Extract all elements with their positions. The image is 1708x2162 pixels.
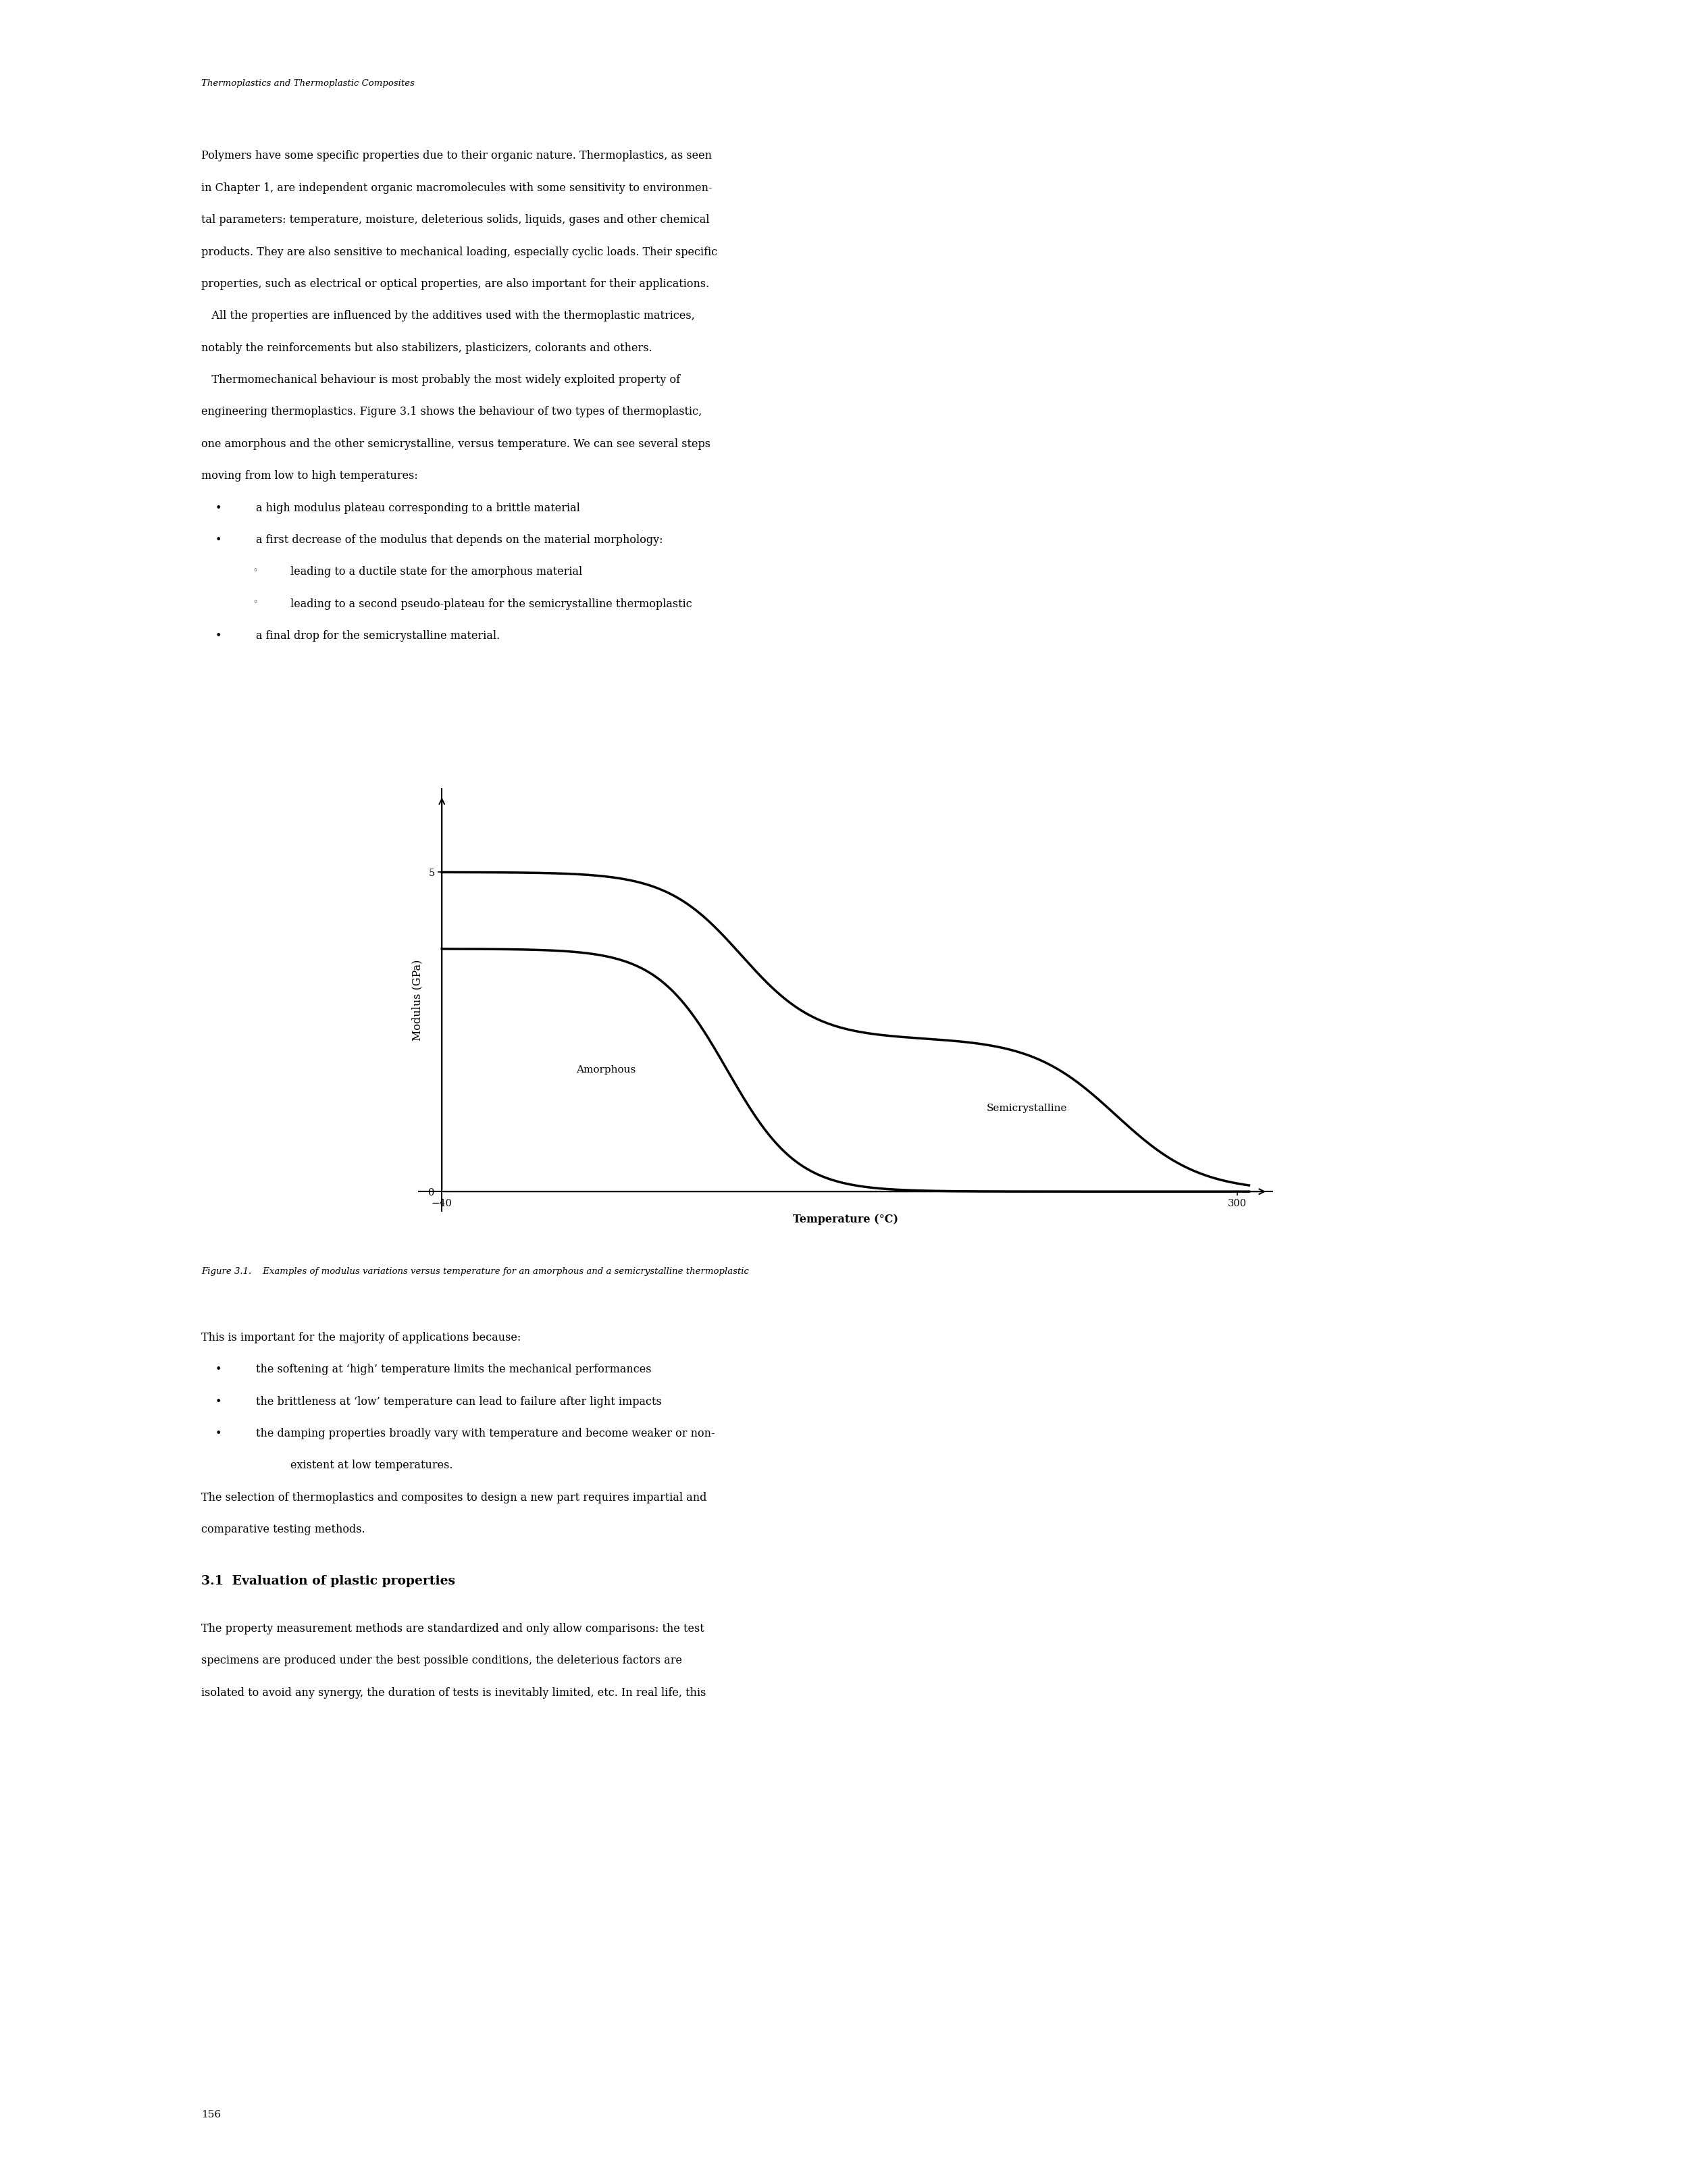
Text: a high modulus plateau corresponding to a brittle material: a high modulus plateau corresponding to … [256, 502, 581, 515]
Y-axis label: Modulus (GPa): Modulus (GPa) [412, 960, 424, 1040]
X-axis label: Temperature (°C): Temperature (°C) [793, 1213, 898, 1226]
Text: leading to a ductile state for the amorphous material: leading to a ductile state for the amorp… [290, 566, 582, 577]
Text: tal parameters: temperature, moisture, deleterious solids, liquids, gases and ot: tal parameters: temperature, moisture, d… [202, 214, 711, 225]
Text: Figure 3.1.    Examples of modulus variations versus temperature for an amorphou: Figure 3.1. Examples of modulus variatio… [202, 1267, 750, 1276]
Text: The property measurement methods are standardized and only allow comparisons: th: The property measurement methods are sta… [202, 1624, 704, 1634]
Text: •: • [215, 1364, 222, 1375]
Text: Thermomechanical behaviour is most probably the most widely exploited property o: Thermomechanical behaviour is most proba… [202, 374, 680, 385]
Text: engineering thermoplastics. Figure 3.1 shows the behaviour of two types of therm: engineering thermoplastics. Figure 3.1 s… [202, 406, 702, 417]
Text: products. They are also sensitive to mechanical loading, especially cyclic loads: products. They are also sensitive to mec… [202, 246, 717, 257]
Text: ◦: ◦ [253, 599, 258, 608]
Text: in Chapter 1, are independent organic macromolecules with some sensitivity to en: in Chapter 1, are independent organic ma… [202, 182, 712, 195]
Text: one amorphous and the other semicrystalline, versus temperature. We can see seve: one amorphous and the other semicrystall… [202, 439, 711, 450]
Text: All the properties are influenced by the additives used with the thermoplastic m: All the properties are influenced by the… [202, 311, 695, 322]
Text: •: • [215, 1397, 222, 1407]
Text: •: • [215, 534, 222, 545]
Text: the damping properties broadly vary with temperature and become weaker or non-: the damping properties broadly vary with… [256, 1427, 716, 1440]
Text: Amorphous: Amorphous [576, 1066, 635, 1075]
Text: 3.1  Evaluation of plastic properties: 3.1 Evaluation of plastic properties [202, 1574, 456, 1587]
Text: •: • [215, 631, 222, 642]
Text: the brittleness at ‘low’ temperature can lead to failure after light impacts: the brittleness at ‘low’ temperature can… [256, 1397, 663, 1407]
Text: This is important for the majority of applications because:: This is important for the majority of ap… [202, 1332, 521, 1343]
Text: specimens are produced under the best possible conditions, the deleterious facto: specimens are produced under the best po… [202, 1654, 683, 1667]
Text: isolated to avoid any synergy, the duration of tests is inevitably limited, etc.: isolated to avoid any synergy, the durat… [202, 1686, 707, 1699]
Text: leading to a second pseudo-plateau for the semicrystalline thermoplastic: leading to a second pseudo-plateau for t… [290, 599, 692, 610]
Text: ◦: ◦ [253, 566, 258, 575]
Text: 156: 156 [202, 2110, 222, 2119]
Text: existent at low temperatures.: existent at low temperatures. [290, 1459, 453, 1472]
Text: The selection of thermoplastics and composites to design a new part requires imp: The selection of thermoplastics and comp… [202, 1492, 707, 1503]
Text: a first decrease of the modulus that depends on the material morphology:: a first decrease of the modulus that dep… [256, 534, 663, 545]
Text: Polymers have some specific properties due to their organic nature. Thermoplasti: Polymers have some specific properties d… [202, 151, 712, 162]
Text: comparative testing methods.: comparative testing methods. [202, 1524, 366, 1535]
Text: notably the reinforcements but also stabilizers, plasticizers, colorants and oth: notably the reinforcements but also stab… [202, 342, 652, 355]
Text: properties, such as electrical or optical properties, are also important for the: properties, such as electrical or optica… [202, 279, 709, 290]
Text: a final drop for the semicrystalline material.: a final drop for the semicrystalline mat… [256, 631, 500, 642]
Text: the softening at ‘high’ temperature limits the mechanical performances: the softening at ‘high’ temperature limi… [256, 1364, 652, 1375]
Text: •: • [215, 502, 222, 515]
Text: Thermoplastics and Thermoplastic Composites: Thermoplastics and Thermoplastic Composi… [202, 78, 415, 89]
Text: •: • [215, 1427, 222, 1440]
Text: Semicrystalline: Semicrystalline [987, 1105, 1068, 1113]
Text: moving from low to high temperatures:: moving from low to high temperatures: [202, 471, 418, 482]
